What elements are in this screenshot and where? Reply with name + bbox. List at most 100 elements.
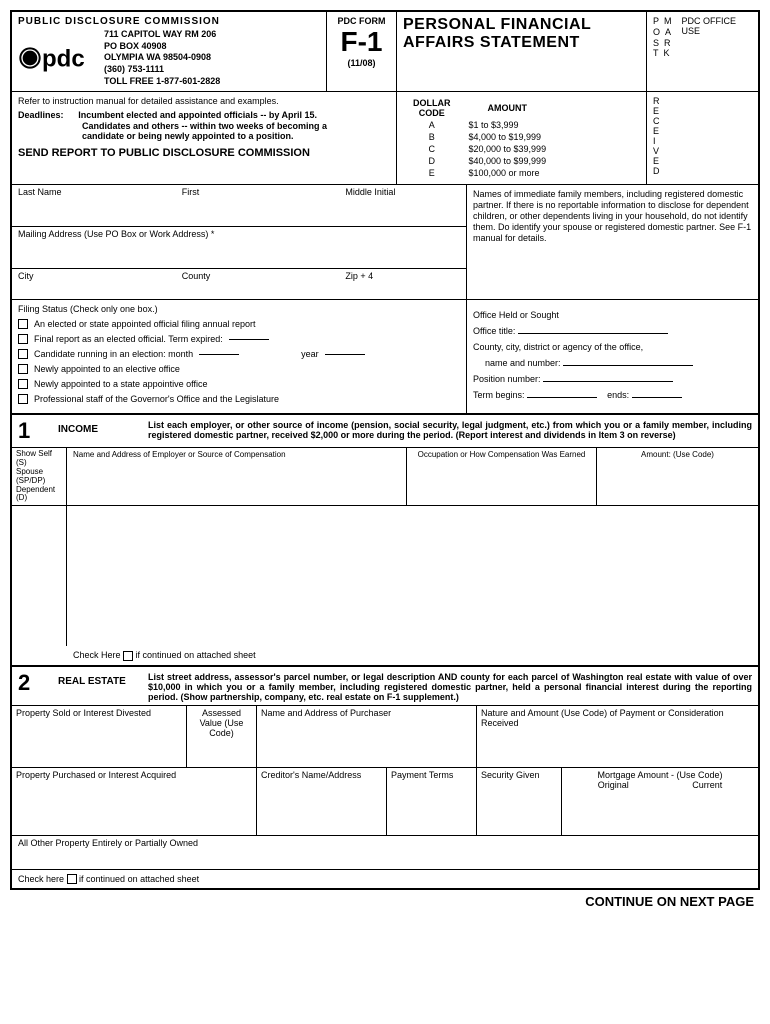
filing-status-row: Filing Status (Check only one box.) An e…	[12, 300, 758, 415]
title-line1: PERSONAL FINANCIAL	[403, 16, 640, 34]
amount-a: $1 to $3,999	[461, 120, 555, 130]
name-number-field[interactable]	[563, 365, 693, 366]
income-col4-hdr: Amount: (Use Code)	[597, 448, 758, 505]
amount-e: $100,000 or more	[461, 168, 555, 178]
header-title: PERSONAL FINANCIAL AFFAIRS STATEMENT	[397, 12, 647, 91]
re-r1c4: Nature and Amount (Use Code) of Payment …	[477, 706, 758, 767]
section1-header: 1 INCOME List each employer, or other so…	[12, 415, 758, 448]
header-office-use: P MO AS RT K PDC OFFICE USE	[647, 12, 758, 91]
title-line2: AFFAIRS STATEMENT	[403, 34, 640, 52]
re-r2c1: Property Purchased or Interest Acquired	[12, 768, 257, 835]
form-code: F-1	[333, 26, 390, 58]
last-name-label: Last Name	[18, 187, 182, 224]
income-col3-hdr: Occupation or How Compensation Was Earne…	[407, 448, 597, 505]
re-r2c4: Security Given	[477, 768, 562, 835]
term-ends-field[interactable]	[632, 397, 682, 398]
pdc-logo: pdc	[18, 38, 98, 78]
amount-d: $40,000 to $99,999	[461, 156, 555, 166]
year-field[interactable]	[325, 354, 365, 355]
name-fields: Last Name First Middle Initial	[12, 185, 466, 227]
amount-hdr: AMOUNT	[461, 98, 555, 118]
checkbox-icon[interactable]	[18, 364, 28, 374]
income-col1-hdr: Show Self (S) Spouse (SP/DP) Dependent (…	[12, 448, 67, 505]
office-title-label: Office title:	[473, 326, 515, 336]
header-row: PUBLIC DISCLOSURE COMMISSION pdc 711 CAP…	[12, 12, 758, 92]
dollar-code-hdr: DOLLARCODE	[405, 98, 459, 118]
filing-opt4[interactable]: Newly appointed to an elective office	[18, 364, 460, 374]
income-body[interactable]	[12, 506, 758, 646]
month-field[interactable]	[199, 354, 239, 355]
all-other-property: All Other Property Entirely or Partially…	[12, 836, 758, 870]
term-begins-field[interactable]	[527, 397, 597, 398]
postmark: P MO AS RT K	[653, 16, 672, 59]
form-label: PDC FORM	[333, 16, 390, 26]
filing-opt6[interactable]: Professional staff of the Governor's Off…	[18, 394, 460, 404]
instruction-text: Refer to instruction manual for detailed…	[18, 96, 390, 106]
zip-label: Zip + 4	[345, 271, 460, 297]
office-use-label: PDC OFFICE USE	[682, 16, 752, 59]
checkbox-icon[interactable]	[18, 334, 28, 344]
continue-next-page: CONTINUE ON NEXT PAGE	[10, 890, 760, 909]
realestate-row1: Property Sold or Interest Divested Asses…	[12, 706, 758, 768]
section2-num: 2	[18, 670, 58, 702]
office-title-field[interactable]	[518, 333, 668, 334]
middle-label: Middle Initial	[345, 187, 460, 224]
re-r2c5: Mortgage Amount - (Use Code) OriginalCur…	[562, 768, 758, 835]
form-date: (11/08)	[333, 58, 390, 68]
section2-title: REAL ESTATE	[58, 670, 148, 702]
org-title: PUBLIC DISCLOSURE COMMISSION	[18, 16, 320, 27]
section2-continue: Check here if continued on attached shee…	[12, 870, 758, 889]
checkbox-icon[interactable]	[123, 651, 133, 661]
re-r2c3: Payment Terms	[387, 768, 477, 835]
header-form-code: PDC FORM F-1 (11/08)	[327, 12, 397, 91]
filing-status-block: Filing Status (Check only one box.) An e…	[12, 300, 467, 413]
term-expired-field[interactable]	[229, 339, 269, 340]
name-address-block: Last Name First Middle Initial Mailing A…	[12, 185, 467, 299]
code-b: B	[405, 132, 459, 142]
instructions-row: Refer to instruction manual for detailed…	[12, 92, 758, 185]
checkbox-icon[interactable]	[18, 379, 28, 389]
section1-title: INCOME	[58, 418, 148, 444]
filing-opt5[interactable]: Newly appointed to a state appointive of…	[18, 379, 460, 389]
received-block: RECEIVED	[647, 92, 758, 184]
dollar-code-table: DOLLARCODEAMOUNT A$1 to $3,999 B$4,000 t…	[403, 96, 556, 180]
amount-c: $20,000 to $39,999	[461, 144, 555, 154]
income-col2-hdr: Name and Address of Employer or Source o…	[67, 448, 407, 505]
name-number-label: name and number:	[485, 358, 561, 368]
dollar-code-block: DOLLARCODEAMOUNT A$1 to $3,999 B$4,000 t…	[397, 92, 647, 184]
filing-opt2[interactable]: Final report as an elected official. Ter…	[18, 334, 460, 344]
mailing-label: Mailing Address (Use PO Box or Work Addr…	[12, 227, 466, 269]
family-text: Names of immediate family members, inclu…	[473, 189, 752, 243]
form-container: PUBLIC DISCLOSURE COMMISSION pdc 711 CAP…	[10, 10, 760, 890]
amount-b: $4,000 to $19,999	[461, 132, 555, 142]
addr-line3: OLYMPIA WA 98504-0908	[104, 52, 220, 64]
deadlines-3: candidate or being newly appointed to a …	[82, 131, 390, 141]
tollfree: TOLL FREE 1-877-601-2828	[104, 76, 220, 88]
send-report: SEND REPORT TO PUBLIC DISCLOSURE COMMISS…	[18, 147, 390, 159]
checkbox-icon[interactable]	[18, 349, 28, 359]
deadlines-label: Deadlines:	[18, 110, 64, 120]
office-held-label: Office Held or Sought	[473, 310, 752, 320]
code-c: C	[405, 144, 459, 154]
checkbox-icon[interactable]	[67, 874, 77, 884]
filing-label: Filing Status (Check only one box.)	[18, 304, 460, 314]
filing-opt1[interactable]: An elected or state appointed official f…	[18, 319, 460, 329]
position-number-field[interactable]	[543, 381, 673, 382]
term-ends-label: ends:	[607, 390, 629, 400]
first-name-label: First	[182, 187, 346, 224]
phone: (360) 753-1111	[104, 64, 220, 76]
re-r1c2: Assessed Value (Use Code)	[187, 706, 257, 767]
addr-line2: PO BOX 40908	[104, 41, 220, 53]
checkbox-icon[interactable]	[18, 394, 28, 404]
position-number-label: Position number:	[473, 374, 541, 384]
code-a: A	[405, 120, 459, 130]
county-label: County	[182, 271, 346, 297]
addr-line1: 711 CAPITOL WAY RM 206	[104, 29, 220, 41]
filing-opt3[interactable]: Candidate running in an election: month …	[18, 349, 460, 359]
code-d: D	[405, 156, 459, 166]
section1-desc: List each employer, or other source of i…	[148, 418, 752, 444]
address-block: 711 CAPITOL WAY RM 206 PO BOX 40908 OLYM…	[104, 29, 220, 87]
city-label: City	[18, 271, 182, 297]
re-r2c2: Creditor's Name/Address	[257, 768, 387, 835]
checkbox-icon[interactable]	[18, 319, 28, 329]
